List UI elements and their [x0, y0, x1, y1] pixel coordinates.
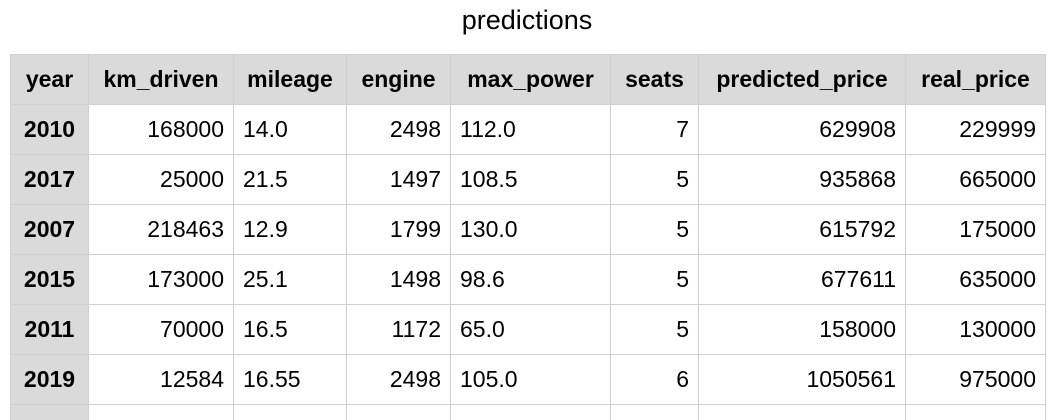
engine-cell: 1497: [346, 154, 451, 205]
max-power-cell: 65.0: [450, 304, 611, 355]
predicted-price-cell: [698, 404, 906, 420]
predicted-price-cell: 615792: [698, 204, 906, 255]
column-header-predicted-price: predicted_price: [698, 54, 906, 105]
column-header-real-price: real_price: [905, 54, 1046, 105]
seats-cell: 7: [610, 104, 699, 155]
max-power-cell: 130.0: [450, 204, 611, 255]
engine-cell: 2498: [346, 354, 451, 405]
year-cell: 2017: [10, 154, 89, 205]
km-driven-cell: 218463: [88, 204, 234, 255]
table-row-partial: [10, 404, 1046, 420]
column-header-max-power: max_power: [450, 54, 611, 105]
real-price-cell: 175000: [905, 204, 1046, 255]
predicted-price-cell: 1050561: [698, 354, 906, 405]
max-power-cell: 112.0: [450, 104, 611, 155]
mileage-cell: 14.0: [233, 104, 347, 155]
engine-cell: 1172: [346, 304, 451, 355]
year-cell: 2015: [10, 254, 89, 305]
table-row: 2017 25000 21.5 1497 108.5 5 935868 6650…: [10, 154, 1046, 205]
column-header-year: year: [10, 54, 89, 105]
seats-cell: 5: [610, 154, 699, 205]
engine-cell: 1799: [346, 204, 451, 255]
table-row: 2007 218463 12.9 1799 130.0 5 615792 175…: [10, 204, 1046, 255]
km-driven-cell: 173000: [88, 254, 234, 305]
table-row: 2010 168000 14.0 2498 112.0 7 629908 229…: [10, 104, 1046, 155]
real-price-cell: 975000: [905, 354, 1046, 405]
column-header-seats: seats: [610, 54, 699, 105]
mileage-cell: 16.5: [233, 304, 347, 355]
year-cell: 2019: [10, 354, 89, 405]
real-price-cell: 229999: [905, 104, 1046, 155]
column-header-mileage: mileage: [233, 54, 347, 105]
table-row: 2011 70000 16.5 1172 65.0 5 158000 13000…: [10, 304, 1046, 355]
km-driven-cell: [88, 404, 234, 420]
year-cell: [10, 404, 89, 420]
engine-cell: [346, 404, 451, 420]
real-price-cell: 635000: [905, 254, 1046, 305]
predicted-price-cell: 158000: [698, 304, 906, 355]
mileage-cell: 12.9: [233, 204, 347, 255]
km-driven-cell: 25000: [88, 154, 234, 205]
table-row: 2015 173000 25.1 1498 98.6 5 677611 6350…: [10, 254, 1046, 305]
seats-cell: [610, 404, 699, 420]
predicted-price-cell: 677611: [698, 254, 906, 305]
seats-cell: 5: [610, 254, 699, 305]
engine-cell: 1498: [346, 254, 451, 305]
mileage-cell: [233, 404, 347, 420]
column-header-engine: engine: [346, 54, 451, 105]
seats-cell: 5: [610, 304, 699, 355]
year-cell: 2011: [10, 304, 89, 355]
km-driven-cell: 70000: [88, 304, 234, 355]
seats-cell: 6: [610, 354, 699, 405]
predicted-price-cell: 629908: [698, 104, 906, 155]
seats-cell: 5: [610, 204, 699, 255]
year-cell: 2007: [10, 204, 89, 255]
km-driven-cell: 168000: [88, 104, 234, 155]
table-row: 2019 12584 16.55 2498 105.0 6 1050561 97…: [10, 354, 1046, 405]
table-title: predictions: [461, 5, 593, 35]
mileage-cell: 21.5: [233, 154, 347, 205]
max-power-cell: [450, 404, 611, 420]
column-header-km-driven: km_driven: [88, 54, 234, 105]
mileage-cell: 25.1: [233, 254, 347, 305]
real-price-cell: [905, 404, 1046, 420]
km-driven-cell: 12584: [88, 354, 234, 405]
year-cell: 2010: [10, 104, 89, 155]
predictions-table: year km_driven mileage engine max_power …: [10, 54, 1046, 420]
real-price-cell: 665000: [905, 154, 1046, 205]
mileage-cell: 16.55: [233, 354, 347, 405]
header-row: year km_driven mileage engine max_power …: [10, 54, 1046, 105]
engine-cell: 2498: [346, 104, 451, 155]
max-power-cell: 108.5: [450, 154, 611, 205]
max-power-cell: 98.6: [450, 254, 611, 305]
max-power-cell: 105.0: [450, 354, 611, 405]
predicted-price-cell: 935868: [698, 154, 906, 205]
real-price-cell: 130000: [905, 304, 1046, 355]
